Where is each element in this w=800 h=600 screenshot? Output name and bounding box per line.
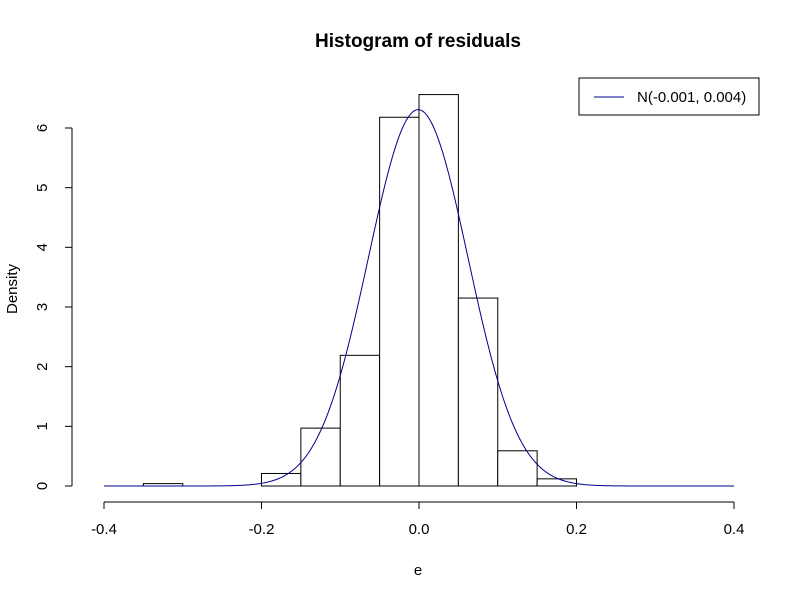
x-tick-label-2: 0.0: [409, 521, 430, 538]
y-tick-label-4: 4: [34, 243, 51, 251]
x-axis-label: e: [414, 562, 422, 579]
chart-title: Histogram of residuals: [315, 31, 521, 52]
legend: N(-0.001, 0.004): [578, 77, 760, 116]
y-tick-label-6: 6: [34, 124, 51, 132]
y-axis: 0 1 2 3 4 5 6: [34, 124, 73, 490]
x-axis: -0.4 -0.2 0.0 0.2 0.4: [91, 501, 745, 538]
histogram-bar-7: [418, 94, 459, 487]
histogram-bar-6: [379, 116, 420, 487]
y-axis-label: Density: [4, 263, 21, 314]
normal-density-curve: [104, 109, 734, 487]
x-tick-label-4: 0.4: [724, 521, 745, 538]
x-tick-label-0: -0.4: [91, 521, 117, 538]
y-tick-label-2: 2: [34, 362, 51, 370]
histogram-bar-8: [457, 297, 499, 487]
y-tick-label-0: 0: [34, 482, 51, 490]
x-tick-label-3: 0.2: [566, 521, 587, 538]
histogram-bar-5: [339, 354, 381, 487]
histogram-bar-4: [300, 427, 341, 487]
histogram-bar-10: [536, 478, 577, 487]
histogram-bar-3: [261, 472, 302, 487]
x-tick-label-1: -0.2: [249, 521, 275, 538]
legend-entry-label: N(-0.001, 0.004): [637, 89, 746, 106]
histogram-bars: [142, 94, 577, 487]
y-tick-label-1: 1: [34, 422, 51, 430]
histogram-bar-9: [497, 450, 538, 487]
y-tick-label-3: 3: [34, 303, 51, 311]
y-tick-label-5: 5: [34, 183, 51, 191]
